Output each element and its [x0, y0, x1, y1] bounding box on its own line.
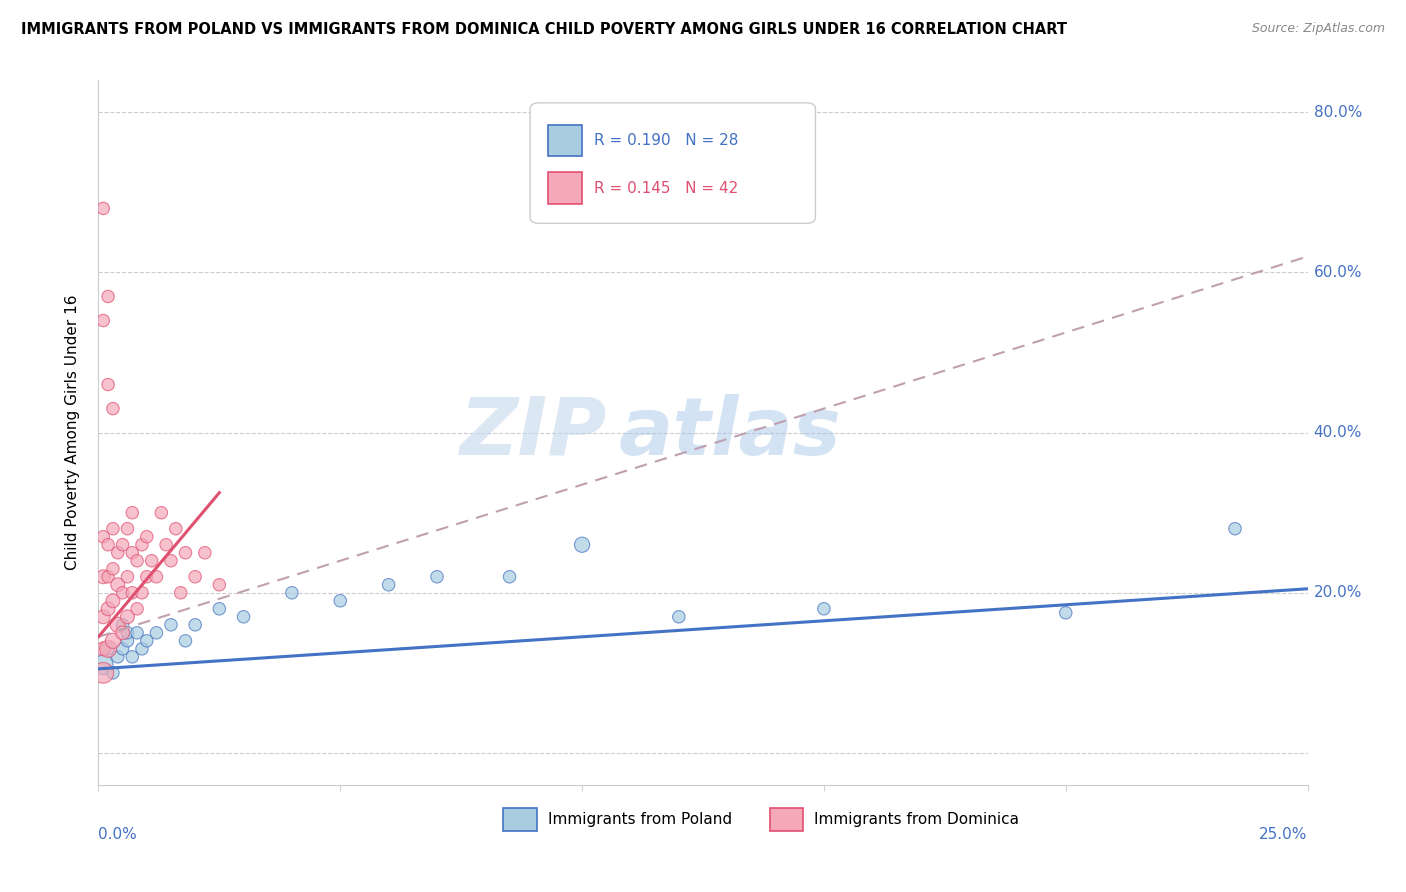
Text: atlas: atlas — [619, 393, 841, 472]
Point — [135, 530, 157, 544]
Point — [97, 601, 120, 615]
Point — [107, 649, 129, 664]
Point — [131, 641, 153, 656]
Y-axis label: Child Poverty Among Girls Under 16: Child Poverty Among Girls Under 16 — [65, 295, 80, 570]
Point — [174, 546, 197, 560]
Point — [813, 601, 835, 615]
Text: 25.0%: 25.0% — [1260, 827, 1308, 842]
Point — [101, 665, 124, 680]
Point — [91, 313, 114, 327]
Point — [121, 546, 143, 560]
Point — [97, 570, 120, 584]
Point — [91, 641, 114, 656]
Point — [107, 617, 129, 632]
Point — [208, 578, 231, 592]
Point — [97, 538, 120, 552]
Point — [1054, 606, 1077, 620]
Point — [91, 609, 114, 624]
FancyBboxPatch shape — [530, 103, 815, 223]
Point — [668, 609, 690, 624]
Text: R = 0.145   N = 42: R = 0.145 N = 42 — [595, 180, 738, 195]
Point — [121, 649, 143, 664]
Point — [281, 586, 304, 600]
Point — [91, 657, 114, 672]
Point — [97, 377, 120, 392]
Point — [127, 554, 149, 568]
Point — [131, 586, 153, 600]
Point — [131, 538, 153, 552]
Point — [97, 289, 120, 303]
Point — [145, 570, 167, 584]
FancyBboxPatch shape — [769, 808, 803, 830]
Point — [160, 554, 183, 568]
Point — [1223, 522, 1246, 536]
Point — [121, 586, 143, 600]
Point — [135, 570, 157, 584]
Point — [91, 202, 114, 216]
Point — [111, 586, 134, 600]
Point — [91, 570, 114, 584]
Point — [97, 641, 120, 656]
Point — [184, 617, 207, 632]
Text: 60.0%: 60.0% — [1313, 265, 1362, 280]
Point — [135, 633, 157, 648]
Point — [111, 641, 134, 656]
Point — [117, 625, 139, 640]
Point — [111, 617, 134, 632]
Point — [498, 570, 520, 584]
Point — [121, 506, 143, 520]
Text: ZIP: ZIP — [458, 393, 606, 472]
Point — [377, 578, 399, 592]
Text: 20.0%: 20.0% — [1313, 585, 1362, 600]
Point — [107, 546, 129, 560]
Point — [194, 546, 217, 560]
Point — [111, 538, 134, 552]
FancyBboxPatch shape — [548, 125, 582, 156]
Point — [117, 633, 139, 648]
Point — [117, 522, 139, 536]
Point — [426, 570, 449, 584]
Point — [91, 665, 114, 680]
Point — [101, 594, 124, 608]
Point — [127, 601, 149, 615]
Point — [107, 578, 129, 592]
Point — [101, 562, 124, 576]
Point — [160, 617, 183, 632]
Text: Immigrants from Dominica: Immigrants from Dominica — [814, 812, 1019, 827]
FancyBboxPatch shape — [548, 172, 582, 203]
Point — [184, 570, 207, 584]
Text: Source: ZipAtlas.com: Source: ZipAtlas.com — [1251, 22, 1385, 36]
Point — [165, 522, 187, 536]
Text: 40.0%: 40.0% — [1313, 425, 1362, 440]
Point — [571, 538, 593, 552]
Point — [208, 601, 231, 615]
Point — [127, 625, 149, 640]
Text: R = 0.190   N = 28: R = 0.190 N = 28 — [595, 134, 738, 148]
Point — [145, 625, 167, 640]
Text: 80.0%: 80.0% — [1313, 105, 1362, 120]
Point — [329, 594, 352, 608]
Point — [155, 538, 177, 552]
Point — [101, 401, 124, 416]
Point — [141, 554, 163, 568]
Point — [117, 609, 139, 624]
Point — [232, 609, 254, 624]
Point — [169, 586, 191, 600]
Point — [101, 633, 124, 648]
Point — [97, 641, 120, 656]
Point — [117, 570, 139, 584]
Text: IMMIGRANTS FROM POLAND VS IMMIGRANTS FROM DOMINICA CHILD POVERTY AMONG GIRLS UND: IMMIGRANTS FROM POLAND VS IMMIGRANTS FRO… — [21, 22, 1067, 37]
Point — [91, 530, 114, 544]
Point — [150, 506, 173, 520]
FancyBboxPatch shape — [503, 808, 537, 830]
Text: Immigrants from Poland: Immigrants from Poland — [548, 812, 733, 827]
Point — [174, 633, 197, 648]
Point — [111, 625, 134, 640]
Point — [101, 522, 124, 536]
Text: 0.0%: 0.0% — [98, 827, 138, 842]
